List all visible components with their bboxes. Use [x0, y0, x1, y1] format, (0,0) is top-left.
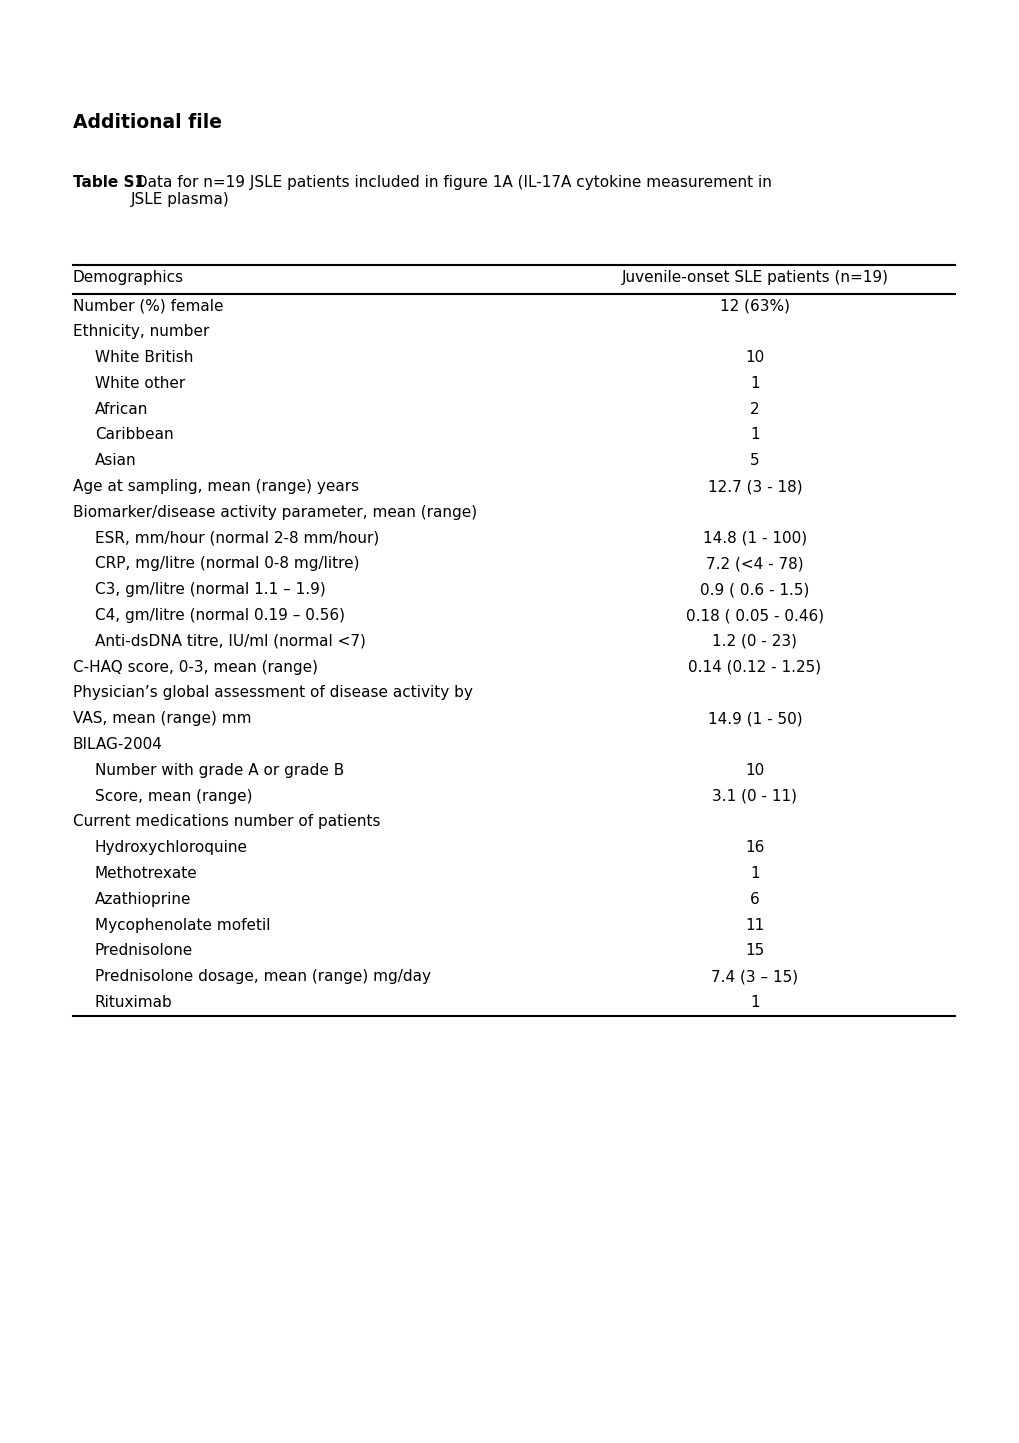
Text: Mycophenolate mofetil: Mycophenolate mofetil: [95, 918, 270, 932]
Text: Asian: Asian: [95, 453, 137, 469]
Text: 16: 16: [745, 840, 764, 856]
Text: African: African: [95, 401, 148, 417]
Text: C3, gm/litre (normal 1.1 – 1.9): C3, gm/litre (normal 1.1 – 1.9): [95, 583, 325, 597]
Text: 7.2 (<4 - 78): 7.2 (<4 - 78): [705, 557, 803, 571]
Text: Methotrexate: Methotrexate: [95, 866, 198, 882]
Text: Juvenile-onset SLE patients (n=19): Juvenile-onset SLE patients (n=19): [621, 270, 888, 286]
Text: White British: White British: [95, 351, 194, 365]
Text: 10: 10: [745, 351, 764, 365]
Text: CRP, mg/litre (normal 0-8 mg/litre): CRP, mg/litre (normal 0-8 mg/litre): [95, 557, 359, 571]
Text: White other: White other: [95, 375, 185, 391]
Text: Age at sampling, mean (range) years: Age at sampling, mean (range) years: [73, 479, 359, 494]
Text: Physician’s global assessment of disease activity by: Physician’s global assessment of disease…: [73, 685, 473, 700]
Text: Demographics: Demographics: [73, 270, 184, 286]
Text: 1.2 (0 - 23): 1.2 (0 - 23): [712, 633, 797, 649]
Text: Prednisolone: Prednisolone: [95, 944, 193, 958]
Text: Anti-dsDNA titre, IU/ml (normal <7): Anti-dsDNA titre, IU/ml (normal <7): [95, 633, 366, 649]
Text: BILAG-2004: BILAG-2004: [73, 737, 163, 752]
Text: 0.9 ( 0.6 - 1.5): 0.9 ( 0.6 - 1.5): [700, 583, 809, 597]
Text: 14.8 (1 - 100): 14.8 (1 - 100): [702, 531, 806, 545]
Text: 5: 5: [749, 453, 759, 469]
Text: Caribbean: Caribbean: [95, 427, 173, 443]
Text: 0.14 (0.12 - 1.25): 0.14 (0.12 - 1.25): [688, 659, 820, 675]
Text: 0.18 ( 0.05 - 0.46): 0.18 ( 0.05 - 0.46): [685, 608, 823, 623]
Text: 11: 11: [745, 918, 764, 932]
Text: Number (%) female: Number (%) female: [73, 299, 223, 313]
Text: 1: 1: [749, 866, 759, 882]
Text: 7.4 (3 – 15): 7.4 (3 – 15): [710, 970, 798, 984]
Text: Data for n=19 JSLE patients included in figure 1A (IL-17A cytokine measurement i: Data for n=19 JSLE patients included in …: [130, 175, 771, 208]
Text: Azathioprine: Azathioprine: [95, 892, 192, 906]
Text: 1: 1: [749, 996, 759, 1010]
Text: Table S1: Table S1: [73, 175, 145, 190]
Text: Rituximab: Rituximab: [95, 996, 172, 1010]
Text: C-HAQ score, 0-3, mean (range): C-HAQ score, 0-3, mean (range): [73, 659, 318, 675]
Text: 1: 1: [749, 427, 759, 443]
Text: Current medications number of patients: Current medications number of patients: [73, 814, 380, 830]
Text: 1: 1: [749, 375, 759, 391]
Text: 15: 15: [745, 944, 764, 958]
Text: Hydroxychloroquine: Hydroxychloroquine: [95, 840, 248, 856]
Text: 12.7 (3 - 18): 12.7 (3 - 18): [707, 479, 802, 494]
Text: 6: 6: [749, 892, 759, 906]
Text: Additional file: Additional file: [73, 113, 222, 131]
Text: Biomarker/disease activity parameter, mean (range): Biomarker/disease activity parameter, me…: [73, 505, 477, 519]
Text: Number with grade A or grade B: Number with grade A or grade B: [95, 763, 344, 778]
Text: 10: 10: [745, 763, 764, 778]
Text: ESR, mm/hour (normal 2-8 mm/hour): ESR, mm/hour (normal 2-8 mm/hour): [95, 531, 379, 545]
Text: Ethnicity, number: Ethnicity, number: [73, 325, 209, 339]
Text: 14.9 (1 - 50): 14.9 (1 - 50): [707, 711, 802, 726]
Text: 3.1 (0 - 11): 3.1 (0 - 11): [712, 789, 797, 804]
Text: 12 (63%): 12 (63%): [719, 299, 790, 313]
Text: Prednisolone dosage, mean (range) mg/day: Prednisolone dosage, mean (range) mg/day: [95, 970, 431, 984]
Text: 2: 2: [749, 401, 759, 417]
Text: C4, gm/litre (normal 0.19 – 0.56): C4, gm/litre (normal 0.19 – 0.56): [95, 608, 344, 623]
Text: Score, mean (range): Score, mean (range): [95, 789, 253, 804]
Text: VAS, mean (range) mm: VAS, mean (range) mm: [73, 711, 252, 726]
